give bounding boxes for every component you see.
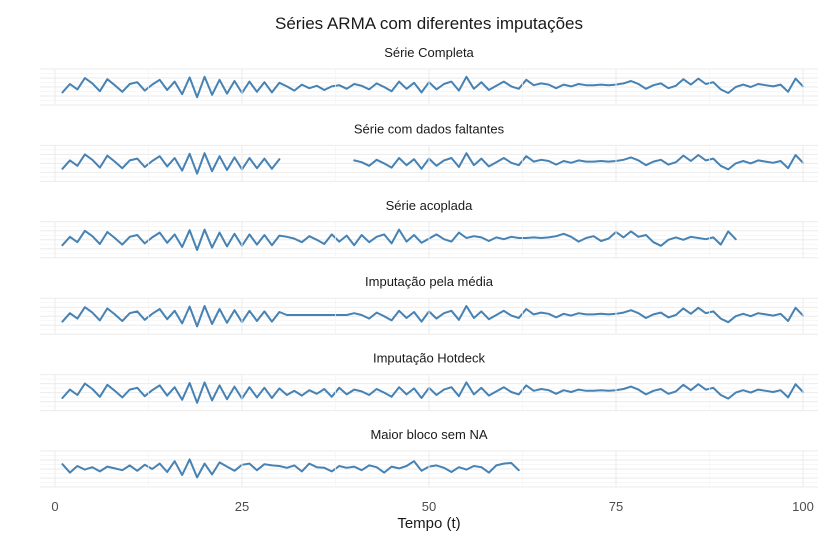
facet-strip-label: Maior bloco sem NA <box>370 427 487 442</box>
facet-strip-label: Série Completa <box>384 45 474 60</box>
x-axis-ticks: 0 25 50 75 100 <box>51 499 814 514</box>
x-tick-label: 75 <box>609 499 623 514</box>
x-tick-label: 50 <box>422 499 436 514</box>
facet-panel: Maior bloco sem NA <box>40 427 818 488</box>
x-gridlines <box>54 69 804 487</box>
facet-strip-label: Imputação pela média <box>365 274 494 289</box>
x-tick-label: 25 <box>235 499 249 514</box>
facet-strip-label: Série acoplada <box>386 198 473 213</box>
x-axis-label: Tempo (t) <box>397 515 460 532</box>
series-line <box>61 75 805 99</box>
facet-panels: Série Completa Série com dados faltantes S… <box>40 45 818 488</box>
x-tick-label: 100 <box>792 499 814 514</box>
chart-title: Séries ARMA com diferentes imputações <box>275 14 583 33</box>
series-line <box>61 228 737 251</box>
series-line <box>61 305 805 328</box>
x-tick-label: 0 <box>51 499 58 514</box>
facet-strip-label: Série com dados faltantes <box>354 121 505 136</box>
series-line <box>61 458 520 479</box>
series-line <box>61 381 805 404</box>
facet-panel: Imputação Hotdeck <box>40 351 818 412</box>
facet-strip-label: Imputação Hotdeck <box>373 351 486 366</box>
